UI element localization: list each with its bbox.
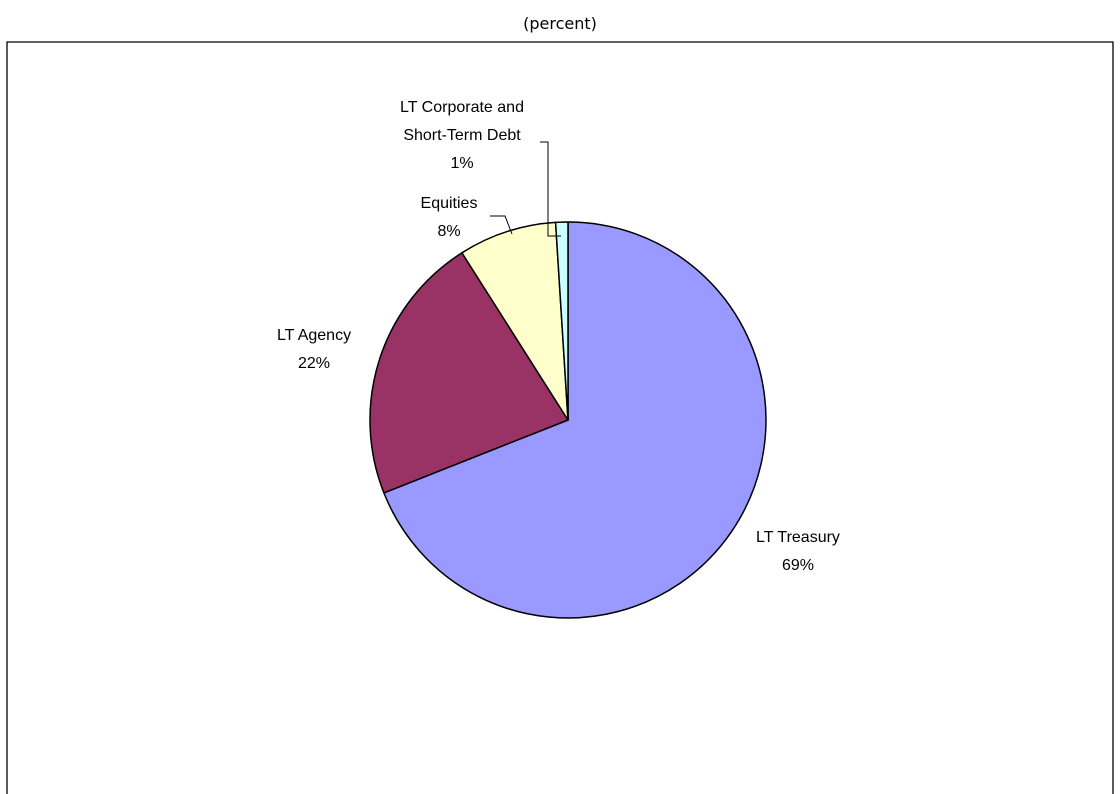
data-label-lt-corporate-value: 1% [450, 155, 473, 172]
pie-slice-equities [461, 221, 569, 421]
plot-area-border [6, 41, 1114, 794]
leader-line-lt-corporate [540, 141, 561, 237]
data-label-equities-value: 8% [437, 223, 460, 240]
data-label-lt-treasury-name: LT Treasury [756, 529, 840, 546]
data-label-lt-agency-value: 22% [298, 355, 330, 372]
data-label-lt-corporate-name-line1: LT Corporate and [400, 99, 524, 116]
data-label-equities-name: Equities [421, 195, 478, 212]
pie-slice-lt-agency [369, 252, 569, 494]
data-label-lt-treasury-value: 69% [782, 557, 814, 574]
pie-slices [369, 221, 767, 619]
pie-slice-lt-corporate [554, 221, 569, 421]
leader-line-equities [490, 215, 513, 235]
data-label-lt-corporate-name-line2: Short-Term Debt [403, 127, 521, 144]
pie-slice-lt-treasury [383, 221, 767, 619]
data-label-lt-agency-name: LT Agency [277, 327, 351, 344]
chart-subtitle: (percent) [523, 14, 597, 33]
